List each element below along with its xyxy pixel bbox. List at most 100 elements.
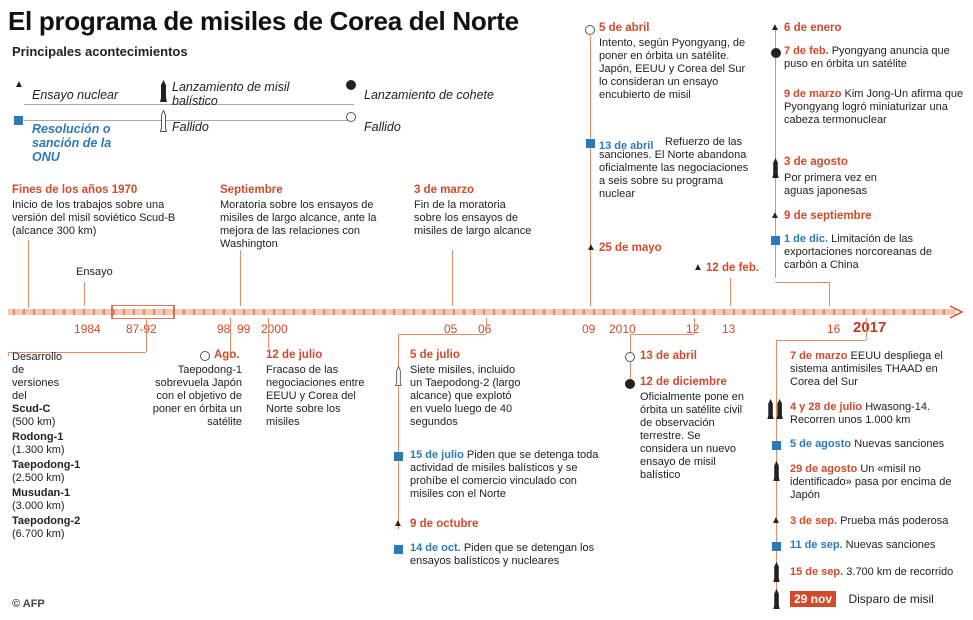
afp-credit: © AFP [12, 598, 45, 610]
event-dic12-date: 12 de diciembre [640, 376, 727, 388]
event-1970-text: Inicio de los trabajos sobre una versión… [12, 199, 176, 237]
event-2017-7-date: 29 nov [790, 591, 837, 607]
legend-failed-missile: Fallido [172, 120, 209, 134]
event-2017-6-text: 3.700 km de recorrido [846, 566, 954, 578]
event-2017-1-text: Hwasong-14. Recorren unos 1.000 km [790, 401, 931, 426]
year-16: 16 [827, 322, 841, 336]
year-1984: 1984 [74, 322, 101, 336]
scudc-range: (500 km) [12, 416, 56, 428]
event-oct14-text: Piden que se detengan los ensayos balíst… [410, 542, 595, 567]
event-jul15-text: Piden que se detenga toda actividad de m… [410, 449, 599, 500]
event-2017-4-date: 3 de sep. [790, 515, 838, 527]
nuclear-triangle-icon: ▲ [693, 262, 703, 273]
missile-failed-icon [395, 365, 402, 386]
year-2010: 2010 [609, 322, 636, 336]
event-2017-3-text: Un «misil no identificado» pasa por enci… [790, 463, 952, 501]
year-2000: 2000 [261, 322, 288, 336]
event-abr13-date: 13 de abril [640, 350, 697, 362]
rodong-range: (1.300 km) [12, 444, 65, 456]
event-2017-3: 29 de agosto Un «misil no identificado» … [790, 463, 960, 502]
event-jul15-date: 15 de julio [410, 449, 464, 461]
event-ago-date: Ago. [214, 349, 240, 361]
un-square-icon [772, 441, 781, 450]
event-ago-text: Taepodong-1 sobrevuela Japón con el obje… [152, 364, 242, 428]
event-2016-1-text: Pyongyang anuncia que puso en órbita un … [784, 45, 950, 70]
nuclear-triangle-icon: ▲ [770, 210, 780, 221]
event-13abril: 13 de abril [599, 136, 749, 154]
event-2017-6-date: 15 de sep. [790, 566, 844, 578]
year-99: 99 [237, 322, 251, 336]
event-sept-date: Septiembre [220, 184, 283, 196]
taepo1-range: (2.500 km) [12, 472, 65, 484]
rocket-failed-dot-icon [346, 112, 356, 122]
event-2017-2: 5 de agosto Nuevas sanciones [790, 438, 960, 451]
missile-double-icon [766, 399, 786, 419]
rodong-label: Rodong-1 [12, 431, 64, 443]
event-oct9-date: 9 de octubre [410, 518, 479, 530]
event-jul2006-text: Siete misiles, incluido un Taepodong-2 (… [410, 364, 521, 428]
year-12: 12 [686, 322, 700, 336]
event-2016-5-date: 1 de dic. [784, 233, 829, 245]
rocket-failed-dot-icon [200, 351, 210, 361]
event-2017-4-text: Prueba más poderosa [840, 515, 949, 527]
taepo1-label: Taepodong-1 [12, 459, 81, 471]
event-2016-0-date: 6 de enero [784, 22, 842, 34]
event-2017-0: 7 de marzo EEUU despliega el sistema ant… [790, 350, 960, 389]
legend-un: Resolución o sanción de la ONU [32, 122, 112, 164]
nuclear-triangle-icon: ▲ [771, 515, 781, 526]
un-square-icon [394, 452, 403, 461]
event-oct14: 14 de oct. Piden que se detengan los ens… [410, 542, 600, 568]
event-2017-7: 29 nov Disparo de misil [790, 590, 934, 608]
event-5abril-date: 5 de abril [599, 22, 650, 34]
rocket-dot-icon [771, 48, 781, 58]
missile-icon [772, 158, 779, 178]
desarrollo-text: Desarrollo de versiones del [12, 351, 63, 402]
page-title: El programa de misiles de Corea del Nort… [8, 6, 519, 36]
nuclear-triangle-icon: ▲ [393, 518, 403, 529]
legend-rocket: Lanzamiento de cohete [364, 88, 494, 102]
event-13abril-text: Refuerzo de las sanciones. El Norte aban… [599, 136, 749, 200]
year-05: 05 [444, 322, 458, 336]
legend-nuclear: Ensayo nuclear [32, 88, 119, 102]
year-2017: 2017 [853, 319, 887, 336]
legend: ▲ Ensayo nuclear Lanzamiento de misil ba… [12, 78, 532, 168]
rocket-failed-dot-icon [625, 352, 635, 362]
event-2016-5: 1 de dic. Limitación de las exportacione… [784, 233, 964, 272]
event-25mayo-date: 25 de mayo [599, 242, 662, 254]
missile-icon [160, 80, 167, 102]
event-2016-2-date: 9 de marzo [784, 88, 842, 100]
event-2017-2-text: Nuevas sanciones [854, 438, 945, 450]
nuclear-triangle-icon: ▲ [14, 79, 24, 90]
year-13: 13 [722, 322, 736, 336]
year-87-92: 87-92 [126, 322, 157, 336]
event-2016-5-text: Limitación de las exportaciones norcorea… [784, 233, 932, 271]
un-square-icon [14, 116, 23, 125]
nuclear-triangle-icon: ▲ [586, 242, 596, 253]
event-2017-6: 15 de sep. 3.700 km de recorrido [790, 566, 960, 579]
event-2016-3-date: 3 de agosto [784, 156, 848, 168]
legend-failed-rocket: Fallido [364, 120, 401, 134]
ensayo-label: Ensayo [76, 266, 113, 278]
rocket-failed-dot-icon [585, 25, 595, 35]
event-marzo-text: Fin de la moratoria sobre los ensayos de… [414, 199, 532, 237]
un-square-icon [772, 542, 781, 551]
event-2017-4: 3 de sep. Prueba más poderosa [790, 515, 965, 528]
taepo2-range: (6.700 km) [12, 528, 65, 540]
missile-icon [773, 589, 780, 609]
page-subtitle: Principales acontecimientos [12, 44, 188, 59]
legend-ballistic: Lanzamiento de misil balístico [172, 80, 290, 108]
event-2016-1-date: 7 de feb. [784, 45, 829, 57]
un-square-icon [586, 139, 595, 148]
event-2017-3-date: 29 de agosto [790, 463, 858, 475]
event-2017-7-text: Disparo de misil [848, 592, 934, 606]
event-marzo-date: 3 de marzo [414, 184, 475, 196]
event-2017-5-date: 11 de sep. [790, 539, 843, 551]
taepo2-label: Taepodong-2 [12, 515, 81, 527]
event-oct14-date: 14 de oct. [410, 542, 461, 554]
event-5abril-text: Intento, según Pyongyang, de poner en ór… [599, 37, 746, 101]
rocket-dot-icon [625, 379, 635, 389]
event-jul15: 15 de julio Piden que se detenga toda ac… [410, 449, 600, 501]
event-jul2000-date: 12 de julio [266, 349, 323, 361]
event-2016-4-date: 9 de septiembre [784, 210, 872, 222]
nuclear-triangle-icon: ▲ [770, 22, 780, 33]
